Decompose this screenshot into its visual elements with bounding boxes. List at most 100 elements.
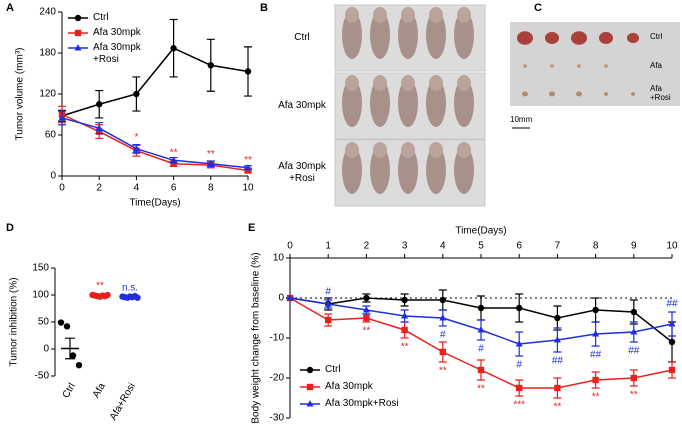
marker bbox=[516, 304, 523, 312]
marker bbox=[170, 156, 178, 163]
x-tick-label: 0 bbox=[59, 183, 65, 194]
tumor bbox=[577, 64, 581, 68]
marker bbox=[170, 45, 177, 52]
x-tick-label: 6 bbox=[171, 183, 177, 194]
marker bbox=[363, 314, 370, 322]
marker bbox=[554, 384, 561, 392]
marker bbox=[306, 366, 314, 374]
x-axis-label: Time(Days) bbox=[129, 198, 180, 209]
marker bbox=[668, 338, 676, 346]
marker bbox=[668, 366, 676, 374]
marker bbox=[477, 304, 485, 312]
mouse bbox=[454, 79, 474, 127]
mouse-head bbox=[373, 75, 387, 91]
mouse-head bbox=[429, 142, 443, 158]
mouse-head bbox=[457, 142, 471, 158]
mouse-head bbox=[345, 7, 359, 23]
marker bbox=[401, 326, 408, 334]
x-tick-label: 10 bbox=[666, 241, 678, 252]
marker bbox=[286, 294, 294, 301]
error-bar bbox=[95, 294, 105, 297]
x-tick-label: 1 bbox=[325, 241, 331, 252]
x-tick-label: 5 bbox=[478, 241, 484, 252]
mouse-head bbox=[373, 7, 387, 23]
marker bbox=[244, 167, 252, 174]
significance-label: ** bbox=[592, 392, 600, 403]
y-tick-label: 120 bbox=[39, 89, 56, 100]
mouse bbox=[342, 79, 362, 127]
tumor-photo bbox=[510, 22, 680, 106]
marker bbox=[207, 62, 214, 69]
mouse bbox=[426, 79, 446, 127]
x-tick-label: 10 bbox=[242, 183, 254, 194]
y-tick-label: -20 bbox=[270, 373, 285, 384]
significance-label: ** bbox=[630, 390, 638, 401]
significance-label: ** bbox=[363, 326, 371, 337]
marker bbox=[170, 160, 177, 167]
x-tick-label: 8 bbox=[208, 183, 214, 194]
y-tick-label: 150 bbox=[32, 263, 49, 274]
significance-label: # bbox=[516, 360, 522, 371]
panel-label: D bbox=[6, 222, 14, 234]
marker bbox=[630, 374, 637, 382]
x-tick-label: Ctrl bbox=[61, 381, 78, 400]
scale-bar-label: 10mm bbox=[510, 115, 533, 124]
mouse bbox=[342, 11, 362, 59]
marker bbox=[95, 124, 103, 131]
marker bbox=[74, 29, 82, 37]
significance-label: ## bbox=[666, 299, 678, 310]
mouse bbox=[398, 11, 418, 59]
tumor bbox=[604, 64, 608, 68]
significance-label: ** bbox=[439, 366, 447, 377]
marker bbox=[133, 90, 140, 98]
mouse-head bbox=[401, 75, 415, 91]
x-tick-label: 8 bbox=[593, 241, 599, 252]
significance-label: ## bbox=[552, 356, 564, 367]
mouse-head bbox=[345, 142, 359, 158]
photo-label: Afa +Rosi bbox=[650, 84, 671, 102]
marker bbox=[592, 306, 599, 314]
tumor bbox=[631, 92, 635, 96]
mouse-head bbox=[457, 75, 471, 91]
y-tick-label: -30 bbox=[270, 413, 285, 424]
x-tick-label: 7 bbox=[555, 241, 561, 252]
mouse-head bbox=[401, 142, 415, 158]
marker bbox=[592, 376, 599, 384]
marker bbox=[132, 144, 140, 152]
mouse-head bbox=[429, 7, 443, 23]
marker bbox=[74, 14, 82, 22]
significance-label: # bbox=[440, 330, 446, 341]
marker bbox=[306, 400, 314, 407]
series-line bbox=[61, 117, 249, 169]
y-tick-label: 0 bbox=[278, 293, 284, 304]
tumor bbox=[571, 31, 587, 45]
x-tick-label: 4 bbox=[134, 183, 140, 194]
mouse-head bbox=[429, 75, 443, 91]
tumor bbox=[599, 32, 613, 44]
marker bbox=[306, 383, 314, 391]
mouse-head bbox=[457, 7, 471, 23]
marker bbox=[439, 314, 447, 321]
significance-label: ## bbox=[590, 350, 602, 361]
x-tick-label: Afa bbox=[91, 381, 108, 400]
panel-label: A bbox=[6, 2, 14, 14]
marker bbox=[439, 348, 446, 356]
legend-label: Afa 30mpk bbox=[325, 381, 373, 392]
marker bbox=[554, 314, 561, 322]
x-tick-label: 2 bbox=[364, 241, 370, 252]
y-tick-label: 240 bbox=[39, 7, 56, 18]
marker bbox=[244, 68, 252, 75]
mouse bbox=[398, 79, 418, 127]
significance-label: ** bbox=[207, 149, 215, 160]
marker bbox=[325, 316, 332, 324]
significance-label: # bbox=[478, 344, 484, 355]
photo-label: Afa 30mpk +Rosi bbox=[278, 161, 326, 184]
marker bbox=[592, 330, 600, 337]
significance-label: ** bbox=[401, 342, 409, 353]
marker bbox=[362, 306, 370, 313]
legend-label: Afa 30mpk +Rosi bbox=[93, 42, 141, 65]
significance-label: ## bbox=[628, 346, 640, 357]
y-axis-label: Body weight change from baseline (%) bbox=[251, 252, 262, 423]
data-point bbox=[75, 362, 83, 369]
marker bbox=[74, 44, 82, 51]
